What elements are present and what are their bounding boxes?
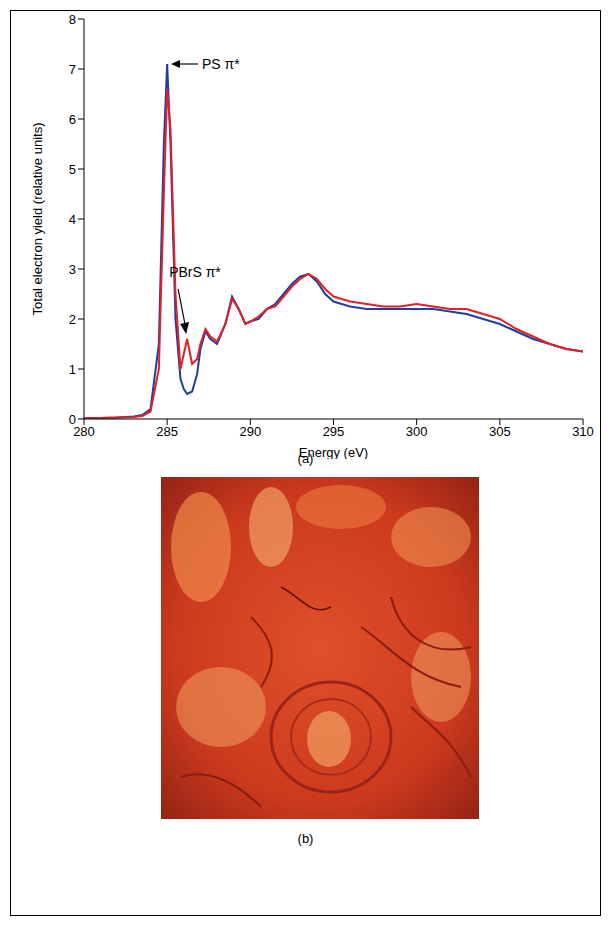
- svg-text:290: 290: [239, 424, 261, 439]
- svg-text:PS π*: PS π*: [202, 56, 240, 72]
- svg-text:2: 2: [69, 312, 76, 327]
- svg-text:1: 1: [69, 362, 76, 377]
- svg-text:8: 8: [69, 12, 76, 27]
- svg-text:PBrS π*: PBrS π*: [169, 264, 221, 280]
- svg-text:280: 280: [73, 424, 95, 439]
- svg-text:Total electron yield (relative: Total electron yield (relative units): [30, 123, 45, 316]
- svg-text:3: 3: [69, 262, 76, 277]
- svg-text:300: 300: [406, 424, 428, 439]
- svg-text:295: 295: [323, 424, 345, 439]
- svg-text:305: 305: [489, 424, 511, 439]
- svg-text:5: 5: [69, 162, 76, 177]
- svg-text:0: 0: [69, 412, 76, 427]
- svg-text:285: 285: [156, 424, 178, 439]
- svg-text:310: 310: [572, 424, 594, 439]
- svg-text:7: 7: [69, 62, 76, 77]
- svg-text:4: 4: [69, 212, 76, 227]
- svg-text:6: 6: [69, 112, 76, 127]
